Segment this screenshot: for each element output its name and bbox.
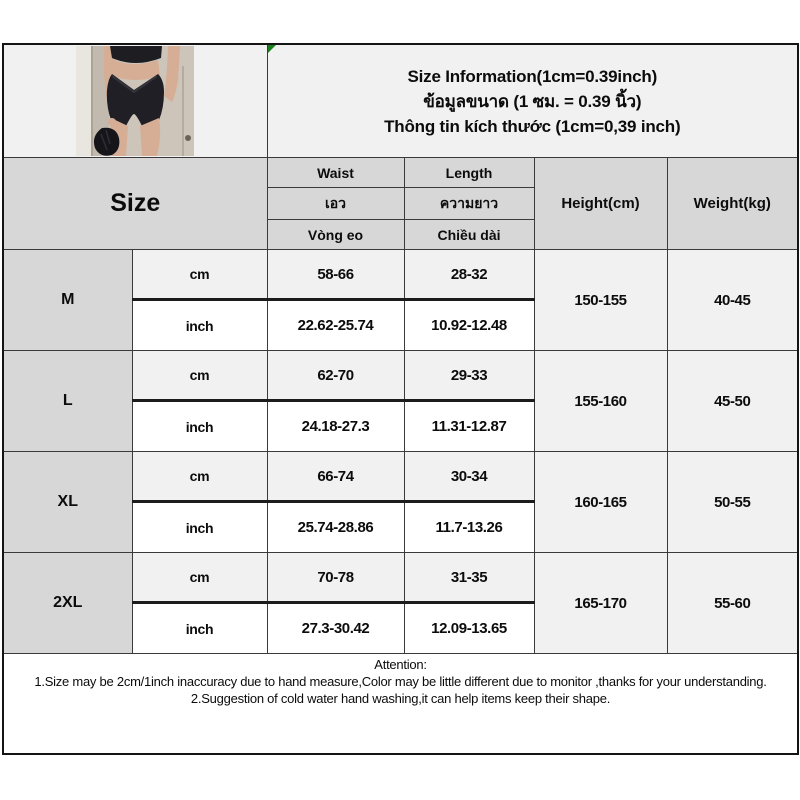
unit-cm-label: cm (131, 249, 268, 301)
2xl-waist-cm: 70-78 (266, 552, 405, 604)
l-length-inch: 11.31-12.87 (403, 400, 535, 452)
l-height: 155-160 (533, 350, 668, 452)
waist-header-vi: Vòng eo (266, 219, 405, 250)
title-thai: ข้อมูลขนาด (1 ซม. = 0.39 นิ้ว) (423, 91, 642, 111)
l-length-cm: 29-33 (403, 350, 535, 402)
attention-note-2: 2.Suggestion of cold water hand washing,… (190, 691, 611, 706)
unit-inch-label: inch (131, 501, 268, 553)
xl-waist-cm: 66-74 (266, 451, 405, 503)
xl-weight: 50-55 (666, 451, 799, 553)
2xl-length-inch: 12.09-13.65 (403, 602, 535, 654)
2xl-length-cm: 31-35 (403, 552, 535, 604)
photo-door-frame (91, 46, 94, 156)
height-header: Height(cm) (533, 157, 668, 250)
size-label-m: M (2, 249, 133, 351)
l-waist-inch: 24.18-27.3 (266, 400, 405, 452)
l-weight: 45-50 (666, 350, 799, 452)
size-label-xl: XL (2, 451, 133, 553)
shorts (107, 74, 165, 126)
size-label-2xl: 2XL (2, 552, 133, 654)
title-vietnamese: Thông tin kích thước (1cm=0,39 inch) (384, 116, 681, 136)
title-cell: Size Information(1cm=0.39inch) ข้อมูลขนา… (266, 43, 799, 158)
size-label-l: L (2, 350, 133, 452)
photo-door (76, 46, 92, 156)
photo-door-knob (185, 135, 192, 141)
cell-corner-marker (268, 45, 276, 53)
length-header-en: Length (403, 157, 535, 188)
model-midriff (112, 60, 161, 80)
m-waist-inch: 22.62-25.74 (266, 299, 405, 351)
unit-inch-label: inch (131, 400, 268, 452)
xl-waist-inch: 25.74-28.86 (266, 501, 405, 553)
model-left-arm (164, 46, 181, 102)
2xl-height: 165-170 (533, 552, 668, 654)
model-hand (108, 118, 117, 126)
unit-cm-label: cm (131, 552, 268, 604)
m-waist-cm: 58-66 (266, 249, 405, 301)
model-left-leg (140, 118, 161, 156)
photo-door-frame-right (182, 66, 185, 156)
product-image-cell (2, 43, 268, 158)
xl-length-inch: 11.7-13.26 (403, 501, 535, 553)
length-header-th: ความยาว (403, 187, 535, 220)
shorts-waistband-seam (111, 75, 158, 94)
m-weight: 40-45 (666, 249, 799, 351)
2xl-waist-inch: 27.3-30.42 (266, 602, 405, 654)
m-length-cm: 28-32 (403, 249, 535, 301)
xl-height: 160-165 (533, 451, 668, 553)
xl-length-cm: 30-34 (403, 451, 535, 503)
l-waist-cm: 62-70 (266, 350, 405, 402)
model-figure (94, 46, 181, 156)
length-header-vi: Chiều dài (403, 219, 535, 250)
black-bag (94, 127, 120, 156)
size-column-header: Size (2, 157, 268, 250)
unit-inch-label: inch (131, 299, 268, 351)
attention-title: Attention: (374, 657, 427, 672)
bag-creases (100, 129, 111, 151)
unit-cm-label: cm (131, 350, 268, 402)
waist-header-en: Waist (266, 157, 405, 188)
waist-header-th: เอว (266, 187, 405, 220)
m-length-inch: 10.92-12.48 (403, 299, 535, 351)
weight-header: Weight(kg) (666, 157, 799, 250)
crop-top (110, 46, 163, 63)
unit-inch-label: inch (131, 602, 268, 654)
attention-cell: Attention: 1.Size may be 2cm/1inch inacc… (2, 653, 799, 754)
m-height: 150-155 (533, 249, 668, 351)
unit-cm-label: cm (131, 451, 268, 503)
attention-note-1: 1.Size may be 2cm/1inch inaccuracy due t… (34, 674, 767, 689)
2xl-weight: 55-60 (666, 552, 799, 654)
product-photo (76, 46, 195, 156)
title-english: Size Information(1cm=0.39inch) (407, 66, 658, 86)
size-table: Size Information(1cm=0.39inch) ข้อมูลขนา… (2, 43, 800, 755)
